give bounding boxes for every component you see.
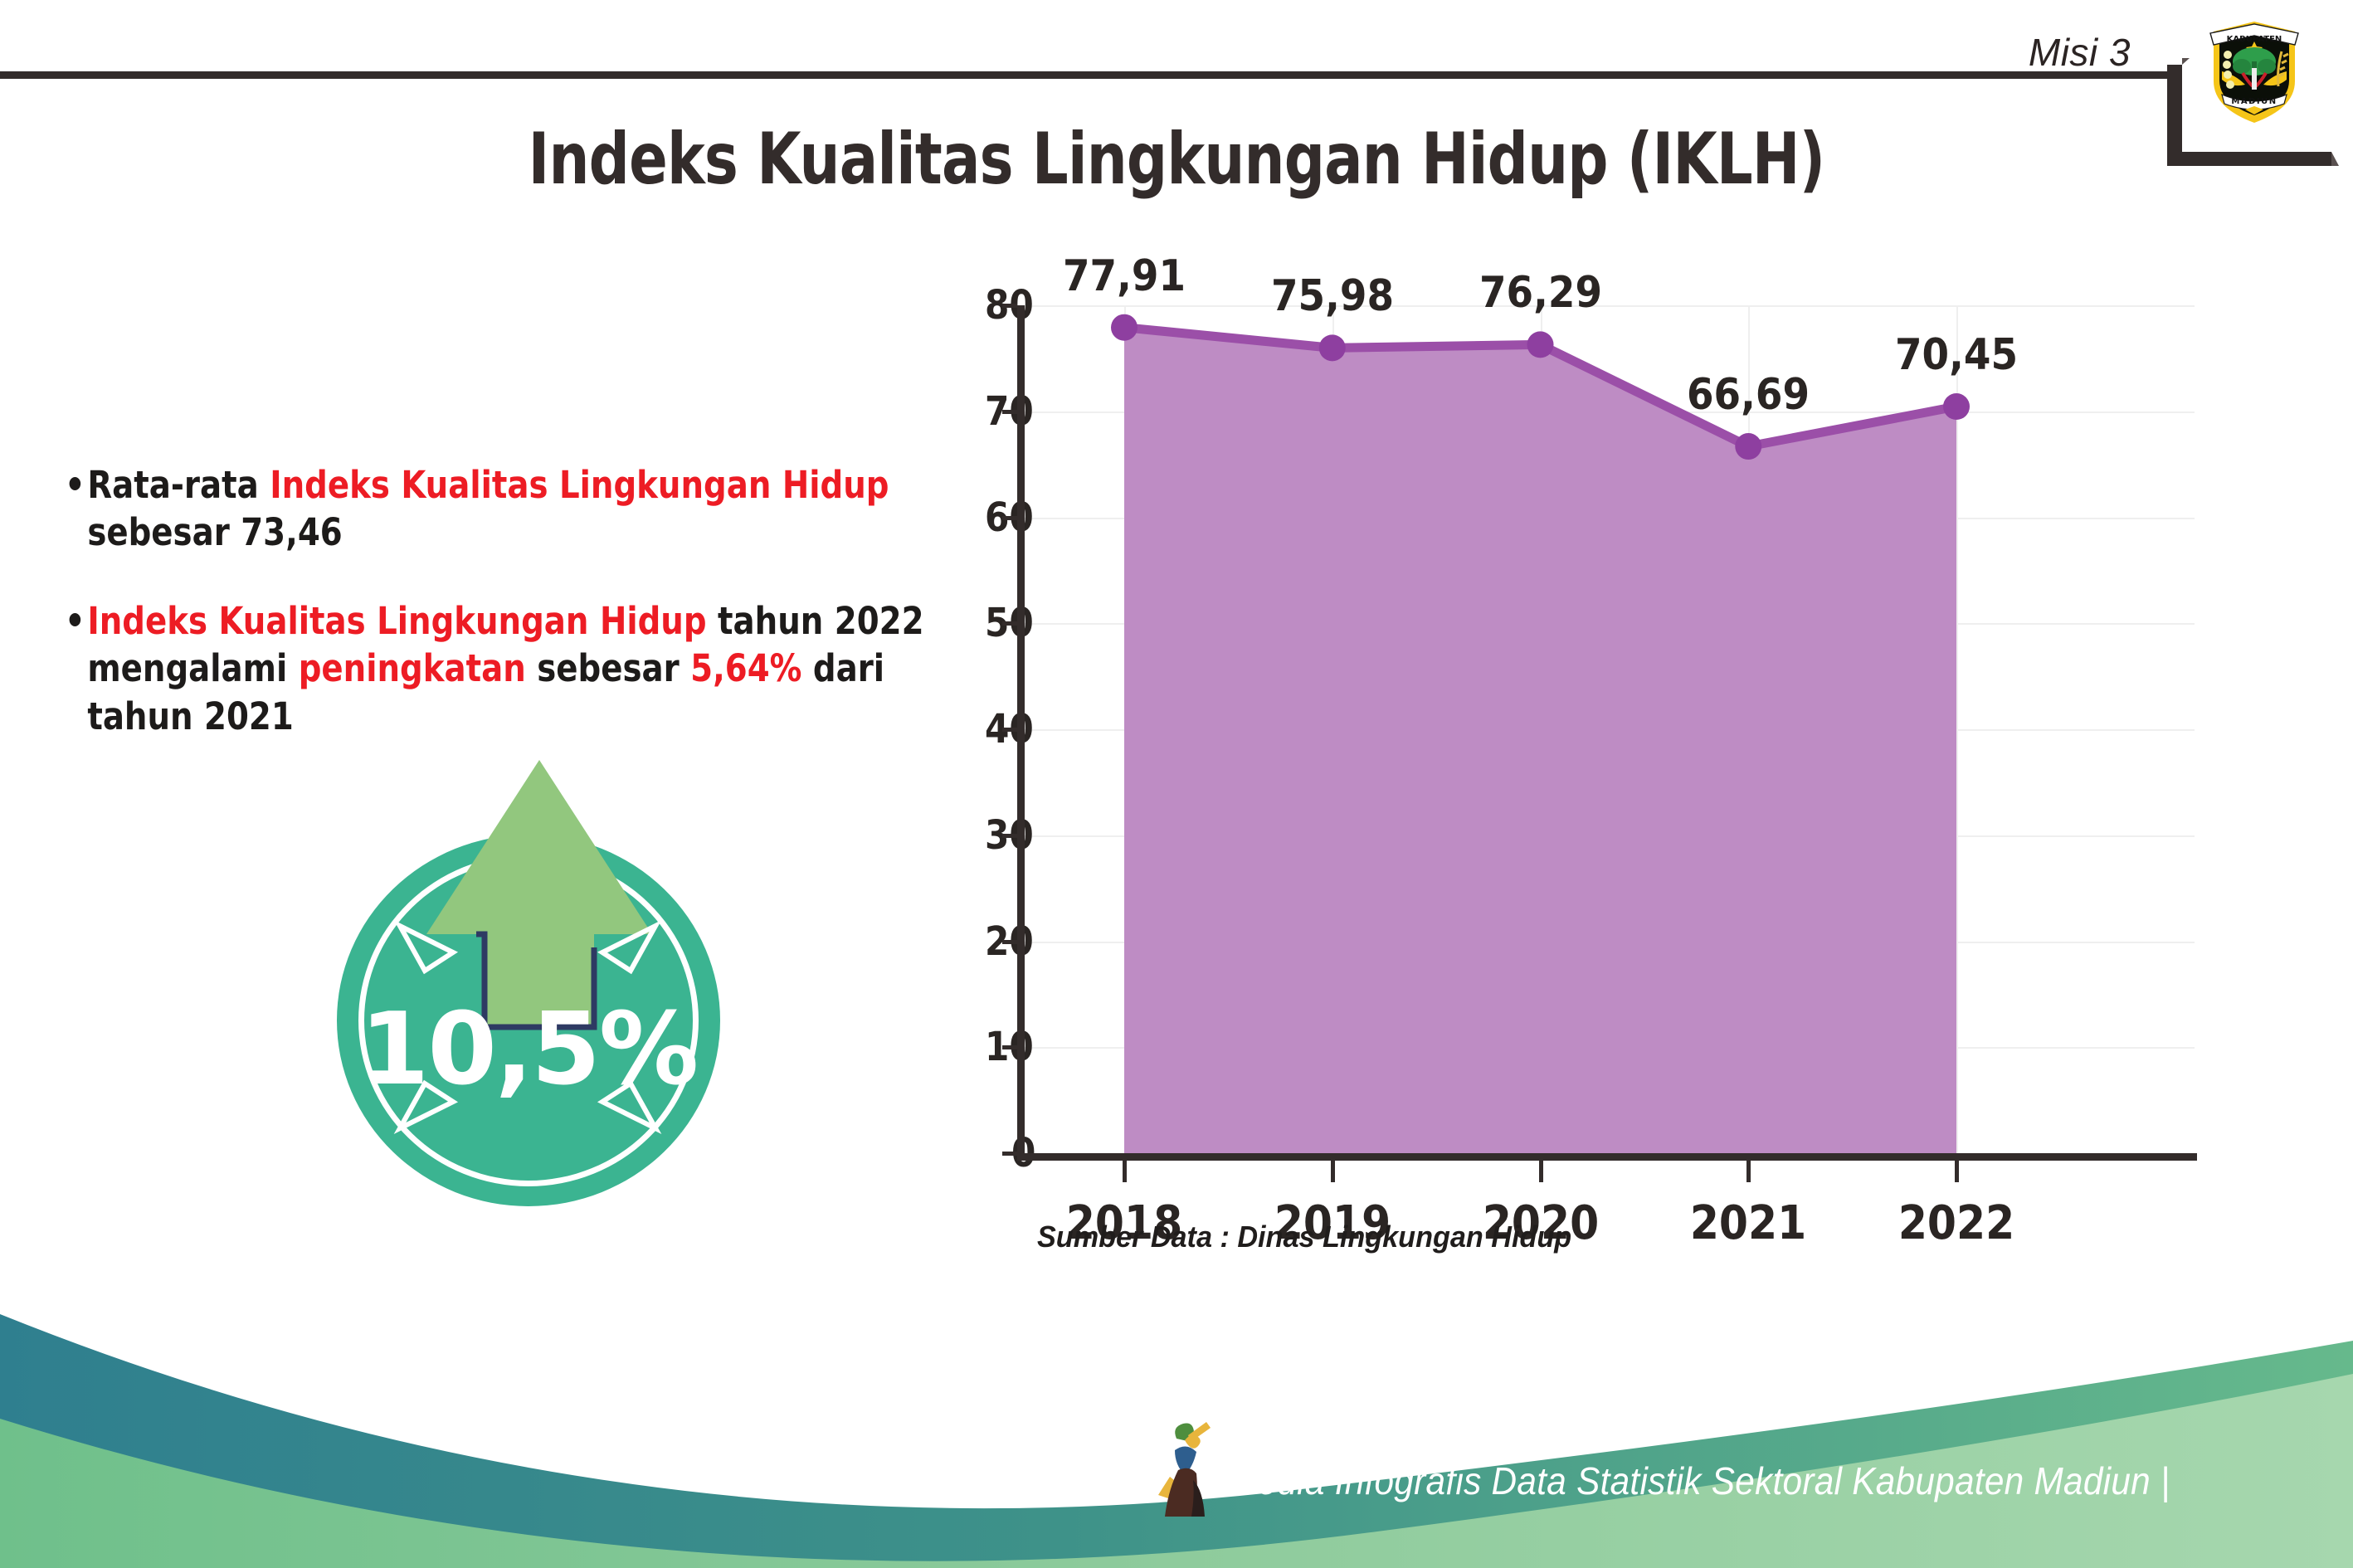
x-axis-tick xyxy=(1955,1161,1959,1182)
badge-value-text: 10,5% xyxy=(359,992,699,1108)
bullet-segment: sebesar xyxy=(525,646,691,691)
x-axis-tick xyxy=(1330,1161,1335,1182)
x-axis-tick-label: 2022 xyxy=(1898,1196,2015,1250)
header-divider-rule xyxy=(0,71,2175,79)
y-axis-tick xyxy=(1002,1152,1017,1156)
data-point-marker xyxy=(1943,393,1970,421)
x-axis-tick-label: 2019 xyxy=(1274,1196,1391,1250)
x-axis-tick xyxy=(1538,1161,1543,1182)
bullet-text-1: Rata-rata Indeks Kualitas Lingkungan Hid… xyxy=(87,461,942,556)
increase-badge: 10,5% xyxy=(320,753,752,1218)
bullet-segment: tahun 2022 mengalami xyxy=(87,599,924,691)
data-point-label: 76,29 xyxy=(1479,268,1602,319)
bullet-list: • Rata-rata Indeks Kualitas Lingkungan H… xyxy=(65,461,944,782)
data-point-marker xyxy=(1527,331,1554,358)
up-arrow-icon xyxy=(421,758,652,1030)
data-point-label: 70,45 xyxy=(1894,330,2019,380)
data-point-label: 75,98 xyxy=(1270,271,1394,322)
bullet-segment: dari tahun 2021 xyxy=(87,646,885,738)
y-axis-tick xyxy=(1002,304,1017,308)
bullet-marker: • xyxy=(65,463,85,507)
footer-text: Media Infografis Data Statistik Sektoral… xyxy=(1228,1459,2170,1502)
y-axis-tick xyxy=(1002,409,1017,414)
bullet-segment-highlight: Indeks Kualitas Lingkungan Hidup xyxy=(87,599,707,644)
series-markers xyxy=(1111,314,1970,460)
data-point-marker xyxy=(1318,334,1346,362)
y-axis-tick xyxy=(1002,833,1017,838)
bracket-horizontal-bar xyxy=(2167,152,2339,166)
source-note: Sumber Data : Dinas Lingkungan Hidup xyxy=(1037,1220,1572,1254)
statistics-figure-logo-icon xyxy=(1158,1422,1211,1517)
bracket-vertical-bar xyxy=(2167,58,2190,163)
chart-plot-area xyxy=(1111,314,1970,1153)
data-point-label: 66,69 xyxy=(1687,370,1810,421)
y-axis-tick xyxy=(1002,1045,1017,1050)
y-axis-tick xyxy=(1002,515,1017,520)
data-point-marker xyxy=(1735,433,1762,460)
data-point-label: 77,91 xyxy=(1062,251,1186,301)
gridline-horizontal xyxy=(1025,305,2195,307)
bullet-segment: Rata-rata xyxy=(87,463,270,507)
emblem-bracket-frame xyxy=(2167,58,2343,166)
svg-text:KABUPATEN: KABUPATEN xyxy=(2227,35,2282,44)
bullet-segment-highlight: peningkatan xyxy=(298,646,526,691)
bullet-marker: • xyxy=(65,599,85,644)
bullet-segment: sebesar 73,46 xyxy=(87,510,343,555)
x-axis-tick xyxy=(1746,1161,1751,1182)
misi-label: Misi 3 xyxy=(2028,31,2131,74)
x-axis-line xyxy=(1017,1153,2197,1161)
x-axis-tick-label: 2018 xyxy=(1065,1196,1183,1250)
y-axis-tick xyxy=(1002,728,1017,732)
svg-text:MADIUN: MADIUN xyxy=(2231,97,2277,106)
list-item: • Indeks Kualitas Lingkungan Hidup tahun… xyxy=(65,597,943,739)
footer-wave-decoration xyxy=(0,1314,2353,1568)
y-axis-line xyxy=(1017,305,1025,1157)
bullet-segment-highlight: 5,64% xyxy=(690,646,802,691)
area-fill xyxy=(1124,327,1956,1153)
x-axis-tick xyxy=(1123,1161,1127,1182)
bullet-text-2: Indeks Kualitas Lingkungan Hidup tahun 2… xyxy=(87,597,942,739)
y-axis-tick xyxy=(1002,621,1017,626)
page-title: Indeks Kualitas Lingkungan Hidup (IKLH) xyxy=(528,118,1825,201)
list-item: • Rata-rata Indeks Kualitas Lingkungan H… xyxy=(65,461,943,556)
data-point-marker xyxy=(1111,314,1138,341)
kabupaten-madiun-emblem-icon: KABUPATEN MADIUN xyxy=(2205,10,2303,126)
x-axis-tick-label: 2021 xyxy=(1690,1196,1807,1250)
x-axis-tick-label: 2020 xyxy=(1482,1196,1599,1250)
y-axis-tick xyxy=(1002,939,1017,944)
bullet-segment-highlight: Indeks Kualitas Lingkungan Hidup xyxy=(270,463,889,507)
gridline-vertical xyxy=(1956,305,1958,1153)
